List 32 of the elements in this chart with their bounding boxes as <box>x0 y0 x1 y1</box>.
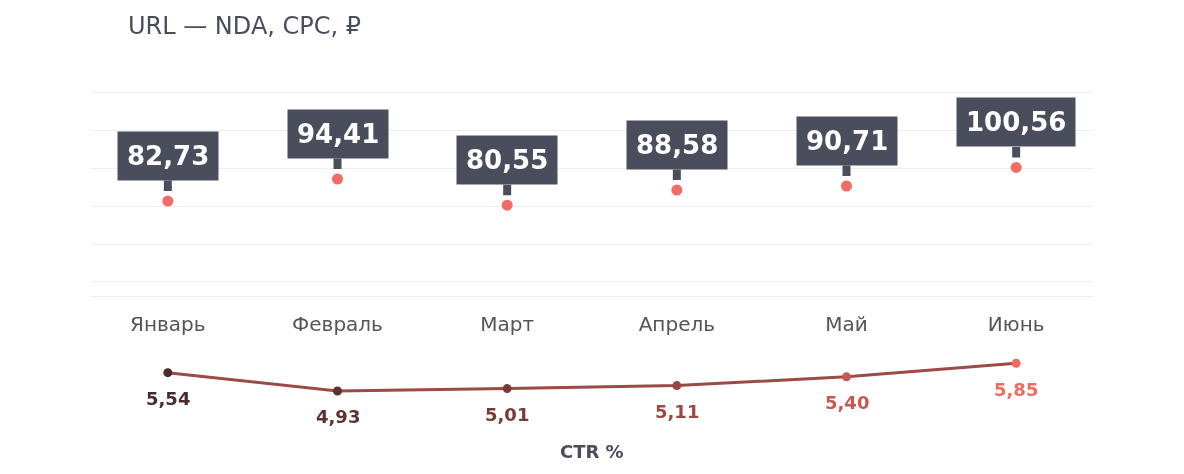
point <box>163 368 173 378</box>
data-label: 5,54 <box>146 388 191 409</box>
point <box>671 184 683 196</box>
data-label: 94,41 <box>297 119 380 149</box>
x-axis-title: CTR % <box>560 441 624 462</box>
point <box>501 199 513 211</box>
chart-title: URL — NDA, CPC, ₽ <box>128 12 362 40</box>
point <box>162 195 174 207</box>
data-label: 80,55 <box>466 145 549 175</box>
x-tick-label: Февраль <box>292 312 383 337</box>
data-label: 90,71 <box>806 126 889 156</box>
x-tick-label: Январь <box>130 312 206 337</box>
x-tick-label: Июнь <box>987 312 1045 337</box>
point <box>841 180 852 192</box>
data-label: 5,11 <box>655 401 700 422</box>
x-tick-label: Апрель <box>638 312 715 337</box>
data-label: 4,93 <box>316 406 361 427</box>
data-label: 88,58 <box>636 130 719 160</box>
point <box>502 384 512 394</box>
point <box>672 381 682 391</box>
point <box>1010 161 1022 173</box>
point <box>333 386 342 396</box>
x-tick-label: Март <box>480 312 535 337</box>
x-tick-label: Май <box>825 312 868 337</box>
data-label: 5,01 <box>485 404 530 425</box>
data-label: 82,73 <box>127 141 210 171</box>
point <box>332 173 343 185</box>
data-label: 5,40 <box>825 392 870 413</box>
point <box>1011 358 1021 368</box>
data-label: 100,56 <box>966 107 1067 137</box>
point <box>842 372 851 382</box>
data-label: 5,85 <box>994 379 1039 400</box>
